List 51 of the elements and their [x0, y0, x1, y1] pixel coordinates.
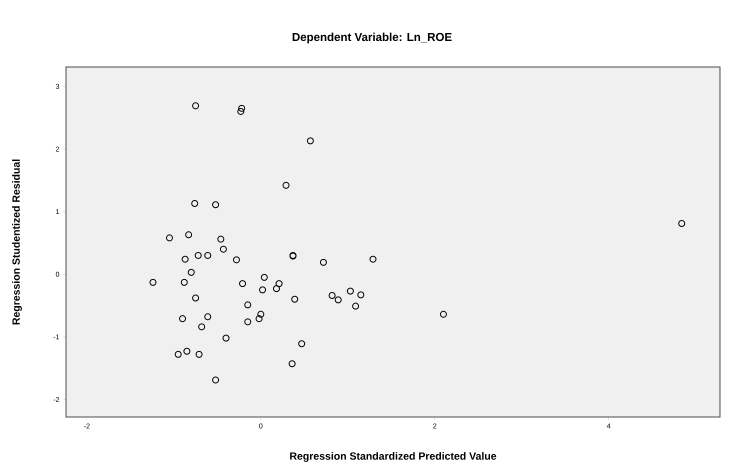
point: [291, 296, 298, 303]
point: [272, 285, 280, 292]
point: [198, 323, 206, 330]
point: [678, 220, 686, 228]
point: [259, 286, 266, 294]
point: [204, 313, 212, 320]
point: [334, 296, 342, 304]
point: [244, 301, 252, 308]
point: [149, 278, 156, 286]
point: [185, 231, 192, 238]
point: [192, 102, 200, 110]
point: [276, 280, 283, 288]
point: [257, 310, 264, 318]
point: [256, 315, 263, 322]
point: [188, 268, 195, 276]
point: [320, 258, 327, 266]
x-axis-title: Regression Standardized Predicted Value: [290, 452, 496, 462]
point: [204, 252, 212, 259]
point: [306, 137, 314, 144]
point: [212, 376, 220, 384]
point: [328, 292, 336, 300]
point: [192, 294, 200, 302]
point: [440, 310, 447, 318]
point: [260, 274, 268, 281]
point: [196, 350, 203, 358]
point: [352, 302, 360, 310]
point: [166, 234, 173, 242]
point: [194, 252, 202, 259]
point: [179, 315, 186, 322]
point: [288, 360, 296, 368]
point: [370, 256, 376, 263]
point: [239, 280, 246, 288]
point: [174, 350, 182, 358]
point: [282, 182, 290, 189]
point: [183, 348, 190, 355]
point: [222, 334, 230, 342]
point: [220, 246, 227, 253]
point: [232, 256, 240, 264]
point: [182, 256, 189, 263]
point: [217, 236, 224, 243]
point: [237, 108, 244, 115]
chart-title: Dependent Variable: Ln_ROE: [292, 32, 452, 44]
point: [180, 278, 188, 286]
point: [191, 200, 198, 207]
y-axis-title: Regression Studentized Residual: [12, 160, 22, 324]
point: [357, 291, 364, 298]
point: [298, 340, 306, 348]
point: [238, 104, 246, 112]
point: [244, 318, 252, 326]
point: [346, 288, 354, 295]
point: [212, 201, 220, 208]
